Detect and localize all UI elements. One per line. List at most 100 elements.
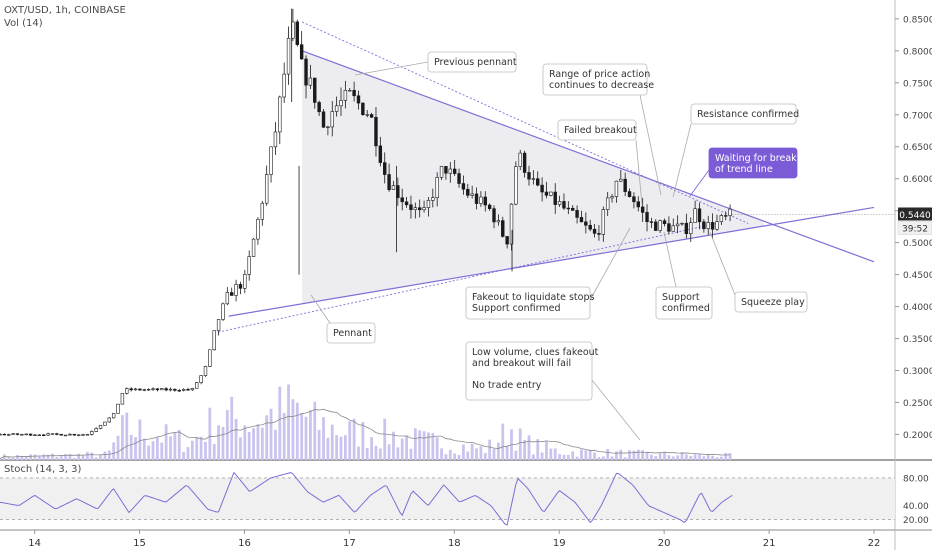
annotation-box[interactable] [655, 286, 713, 320]
candle-body [706, 222, 710, 230]
annotation-box[interactable] [708, 147, 798, 179]
annotation-box[interactable] [326, 322, 376, 344]
candle-body [553, 191, 557, 205]
candle-body [273, 131, 278, 148]
annotation-box[interactable] [557, 119, 637, 141]
volume-bar [536, 439, 540, 460]
volume-bar [357, 446, 360, 460]
volume-bar [448, 449, 452, 460]
volume-bar [444, 454, 448, 460]
volume-bar [107, 450, 111, 460]
volume-bar [571, 451, 575, 460]
pennant-top-line [301, 50, 875, 263]
annotation-pointer [310, 294, 331, 324]
candle-body [474, 193, 479, 204]
candle-body [146, 388, 151, 391]
volume-bar [702, 456, 706, 460]
candle-body [417, 207, 422, 211]
volume-bar [317, 429, 321, 460]
candle-body [334, 105, 339, 112]
candle-body [313, 77, 317, 103]
candle-body [98, 424, 103, 429]
volume-bar [7, 457, 11, 460]
volume-bar [566, 454, 570, 460]
candle-body [658, 220, 662, 231]
volume-bar [479, 446, 483, 460]
candle-body [383, 162, 387, 175]
volume-bar [199, 436, 203, 460]
candle-body [282, 73, 286, 98]
candle-body [575, 210, 579, 218]
candle-body [234, 284, 238, 296]
annotation-text: Fakeout to liquidate stops [472, 292, 594, 303]
volume-bar [409, 448, 413, 460]
volume-bar [343, 435, 347, 460]
annotation-pointer [635, 139, 643, 206]
volume-bar [580, 449, 583, 460]
volume-bar [422, 431, 426, 460]
volume-bar [313, 401, 317, 460]
annotation-pointer [591, 379, 641, 441]
annotation-pointer [672, 123, 692, 198]
annotation-box[interactable] [465, 341, 593, 401]
annotation-box[interactable] [690, 103, 797, 125]
candle-body [203, 366, 208, 376]
annotation-box[interactable] [734, 291, 808, 313]
candle-body [592, 228, 597, 234]
price-tick-label: 0.7500 [903, 79, 932, 89]
candle-body [230, 292, 234, 296]
volume-bar [606, 449, 610, 460]
volume-bar [173, 432, 177, 460]
candle-body [168, 388, 173, 391]
volume-bar [413, 428, 417, 460]
candle-body [461, 183, 466, 190]
price-tick-label: 0.3500 [903, 335, 932, 345]
candle-body [199, 375, 203, 383]
volume-bar [689, 455, 693, 460]
time-tick-label: 19 [553, 538, 566, 549]
annotation-text: confirmed [662, 303, 710, 314]
volume-bar [370, 437, 374, 460]
candle-body [247, 256, 251, 275]
candle-body [710, 222, 715, 230]
volume-bar [195, 437, 199, 460]
candle-body [208, 349, 212, 367]
time-axis: 14 15 16 17 18 19 20 21 22 [28, 530, 880, 549]
volume-bar [462, 444, 465, 460]
candle-body [540, 184, 544, 193]
volume-bar [676, 455, 680, 460]
price-tick-label: 0.3000 [903, 367, 932, 377]
volume-bar [177, 429, 181, 460]
annotation-text: Pennant [333, 328, 372, 339]
volume-bar [475, 448, 478, 460]
volume-bar [663, 451, 666, 460]
candle-body [654, 221, 658, 231]
candle-body [177, 390, 181, 392]
annotation-pointer [639, 94, 662, 196]
volume-bar [147, 445, 151, 460]
annotation-box[interactable] [427, 51, 517, 73]
annotation-box[interactable] [542, 63, 648, 96]
candle-body [2, 433, 7, 436]
volume-bar [545, 441, 548, 460]
annotation-box[interactable] [465, 286, 591, 320]
volume-bar [51, 453, 54, 460]
annotation-text: continues to decrease [549, 80, 654, 91]
candle-body [671, 225, 675, 232]
volume-bar [291, 399, 295, 460]
volume-bar [72, 457, 76, 460]
volume-bar [711, 455, 715, 460]
volume-bar [112, 442, 116, 460]
volume-bar [169, 436, 172, 460]
candle-body [680, 222, 684, 225]
volume-bar [575, 456, 579, 460]
candle-body [627, 191, 632, 198]
price-tick-label: 0.4500 [903, 271, 932, 281]
volume-bar [230, 396, 234, 460]
volume-bar [217, 425, 220, 460]
volume-bar [204, 441, 207, 460]
volume-bar [496, 442, 500, 460]
pennant-bottom-line [228, 206, 875, 317]
volume-bar [680, 452, 684, 460]
